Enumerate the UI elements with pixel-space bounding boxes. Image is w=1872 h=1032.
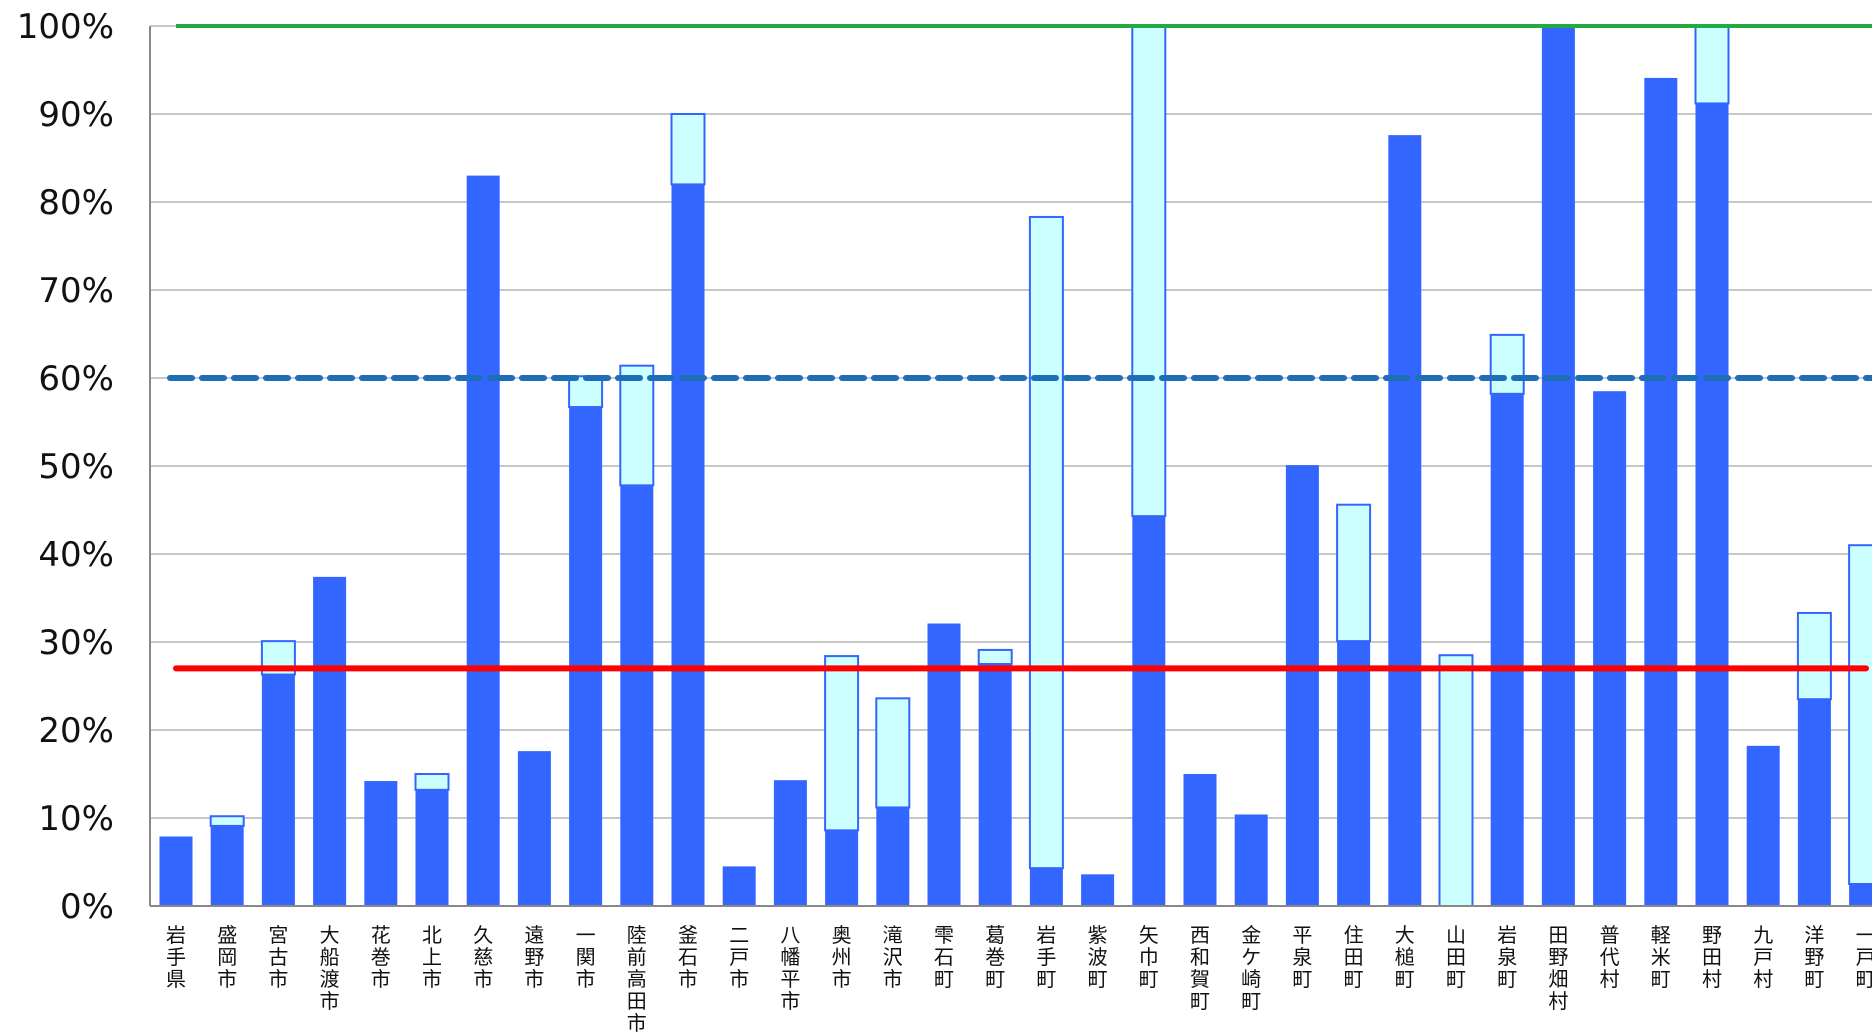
bar-main <box>364 781 398 906</box>
reference-lines <box>167 24 1872 672</box>
bar-main <box>1746 745 1780 906</box>
category-label: 大船渡市 <box>320 923 340 1013</box>
bar-increment <box>977 648 1013 665</box>
y-tick-label: 30% <box>38 623 114 663</box>
bar-main <box>415 789 449 906</box>
bar-main <box>1797 699 1831 906</box>
bar-main <box>1490 393 1524 907</box>
bar-main <box>1388 135 1422 906</box>
category-label: 陸前高田市 <box>627 923 647 1032</box>
bar-main <box>1644 77 1678 907</box>
category-label: 一関市 <box>576 923 596 991</box>
bar-increment <box>875 697 911 809</box>
axes <box>149 26 1872 907</box>
category-label: 奥州市 <box>832 923 852 991</box>
y-tick-label: 70% <box>38 271 114 311</box>
category-label: 九戸村 <box>1753 923 1773 991</box>
category-label: 普代村 <box>1600 923 1620 991</box>
bar-increment <box>1336 503 1372 643</box>
bar-main <box>466 175 500 907</box>
bar-main <box>722 866 756 906</box>
category-label: 二戸市 <box>729 923 749 991</box>
category-label: 西和賀町 <box>1190 923 1210 1013</box>
category-label: 住田町 <box>1344 923 1364 991</box>
category-label: 平泉町 <box>1292 923 1312 991</box>
category-label: 久慈市 <box>473 923 493 991</box>
bar-main <box>671 184 705 906</box>
bar-main <box>825 830 859 906</box>
y-tick-labels: 0% 10% 20% 30% 40% 50% 60% 70% 80% 90% 100% <box>17 7 114 927</box>
bar-main <box>159 836 193 906</box>
bar-main <box>1132 516 1166 906</box>
bar-increment <box>1489 333 1525 395</box>
bar-main <box>261 674 295 906</box>
category-label: 山田町 <box>1446 923 1466 991</box>
bar-main <box>978 664 1012 906</box>
category-label: 葛巻町 <box>985 923 1005 991</box>
y-tick-label: 20% <box>38 711 114 751</box>
category-label: 滝沢市 <box>883 923 903 991</box>
category-label: 花巻市 <box>371 923 391 991</box>
category-label: 金ケ崎町 <box>1241 923 1261 1013</box>
bar-increment <box>209 815 245 827</box>
bar-main <box>210 825 244 906</box>
bar-increment <box>1131 25 1167 518</box>
y-tick-label: 40% <box>38 535 114 575</box>
bar-main <box>1081 874 1115 906</box>
category-label: 八幡平市 <box>780 923 800 1013</box>
y-tick-label: 50% <box>38 447 114 487</box>
category-labels: 岩手県 盛岡市 宮古市 大船渡市 花巻市 北上市 久慈市 遠野市 一関市 陸前高田市 釜石市 二戸市 八… <box>166 923 1872 1032</box>
bar-increment <box>1694 25 1730 105</box>
bar-main <box>1183 774 1217 906</box>
bar-main <box>876 807 910 906</box>
bar-main <box>569 407 603 906</box>
y-tick-label: 60% <box>38 359 114 399</box>
bar-main <box>1234 814 1268 906</box>
bar-increment <box>1438 654 1474 908</box>
category-label: 宮古市 <box>268 923 288 991</box>
category-label: 雫石町 <box>934 923 954 991</box>
bar-main <box>1695 103 1729 906</box>
category-label: 紫波町 <box>1088 923 1108 991</box>
category-label: 軽米町 <box>1651 923 1671 991</box>
category-label: 釜石市 <box>678 923 698 991</box>
category-label: 田野畑村 <box>1548 923 1568 1013</box>
bar-increment <box>568 375 604 409</box>
y-tick-label: 100% <box>17 7 114 47</box>
bar-increment <box>1848 544 1872 885</box>
bar-main <box>313 576 347 906</box>
bar-main <box>1337 641 1371 906</box>
bar-increment <box>1796 611 1832 701</box>
y-tick-label: 80% <box>38 183 114 223</box>
bar-main <box>1029 868 1063 906</box>
bar-main <box>1593 391 1627 906</box>
bar-main <box>773 780 807 906</box>
y-tick-label: 10% <box>38 799 114 839</box>
bar-increment <box>824 655 860 832</box>
bar-main <box>1849 884 1872 906</box>
bar-increment <box>670 113 706 186</box>
category-label: 北上市 <box>422 923 442 991</box>
bar-series <box>159 25 1872 908</box>
category-label: 大槌町 <box>1395 923 1415 991</box>
category-label: 野田村 <box>1702 923 1722 991</box>
bar-main <box>620 485 654 906</box>
category-label: 矢巾町 <box>1139 923 1159 991</box>
category-label: 洋野町 <box>1804 923 1824 991</box>
bar-main <box>1285 465 1319 906</box>
bar-increment <box>619 364 655 487</box>
y-tick-label: 90% <box>38 95 114 135</box>
category-label: 遠野市 <box>524 923 544 991</box>
bar-main <box>517 751 551 906</box>
bar-increment <box>414 773 450 791</box>
category-label: 一戸町 <box>1856 923 1872 991</box>
category-label: 岩泉町 <box>1497 923 1517 991</box>
category-label: 岩手県 <box>166 923 186 991</box>
category-label: 盛岡市 <box>217 923 237 991</box>
bar-main <box>1541 26 1575 906</box>
category-label: 岩手町 <box>1036 923 1056 991</box>
y-tick-label: 0% <box>60 887 114 927</box>
bar-increment <box>1028 215 1064 870</box>
